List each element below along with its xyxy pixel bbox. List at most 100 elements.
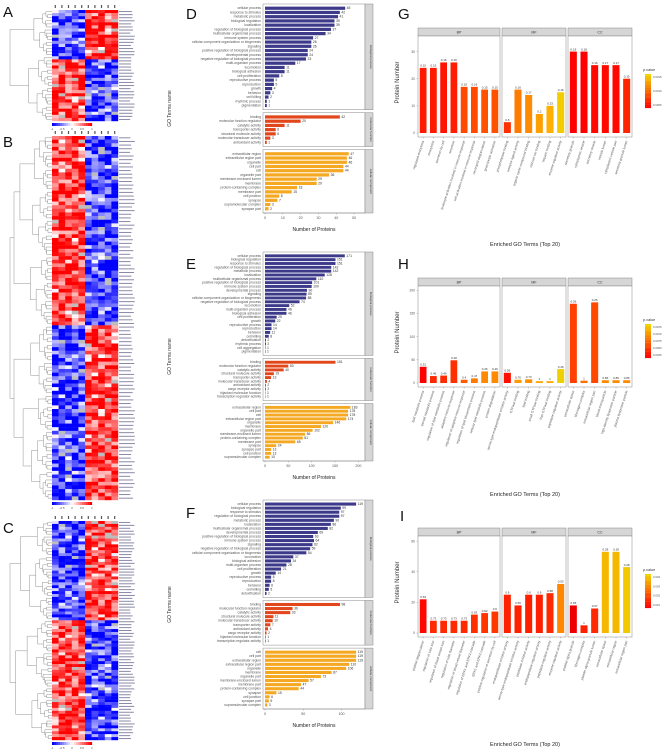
- colorbar-segment: [60, 502, 63, 505]
- heatmap-cell: [91, 252, 99, 257]
- heatmap-cell: [58, 591, 66, 595]
- heatmap-cells: [52, 136, 135, 501]
- bar: [265, 428, 313, 432]
- heatmap-cell: [98, 40, 105, 45]
- heatmap-cell: [111, 725, 119, 729]
- heatmap-cell: [52, 208, 59, 213]
- heatmap-cells: [52, 521, 135, 741]
- heatmap-cell: [71, 84, 79, 88]
- heatmap-cell: [78, 361, 86, 366]
- heatmap-cell: [85, 383, 92, 388]
- bar: [265, 327, 272, 331]
- heatmap-cell: [85, 310, 92, 315]
- x-tick-label: 0: [264, 464, 266, 468]
- heatmap-cell: [71, 416, 79, 421]
- heatmap-cell: [98, 230, 105, 235]
- bar: [623, 380, 631, 383]
- heatmap-cell: [52, 716, 59, 720]
- dendrogram-branch: [47, 522, 52, 526]
- heatmap-cell: [104, 623, 112, 627]
- legend-gradient-segment: [645, 354, 651, 357]
- heatmap-cell: [91, 564, 99, 568]
- heatmap-cell: [78, 669, 86, 674]
- heatmap-cell: [104, 263, 112, 268]
- heatmap-cell: [65, 13, 72, 17]
- heatmap-cell: [85, 62, 92, 66]
- heatmap-cell: [98, 10, 105, 14]
- bar-value-label: 0.6: [527, 590, 532, 594]
- heatmap-cell: [58, 438, 66, 442]
- heatmap-cell: [71, 43, 79, 48]
- heatmap-cell: [65, 532, 72, 536]
- heatmap-cell: [104, 678, 112, 682]
- facet-strip: [364, 3, 374, 110]
- panel-letter-i: I: [400, 508, 405, 525]
- value-label: 1: [268, 99, 270, 103]
- legend-gradient-segment: [645, 74, 651, 76]
- heatmap-cell: [104, 84, 112, 88]
- bar-value-label: 0.73: [526, 375, 532, 379]
- colorbar-segment: [76, 502, 79, 505]
- heatmap-cell: [78, 521, 86, 525]
- y-tick-label: 0: [413, 381, 415, 385]
- heatmap-cell: [85, 205, 92, 209]
- heatmap-cell: [111, 532, 119, 536]
- term-label: molecular transducer activity: [218, 379, 261, 383]
- heatmap-cell: [85, 292, 92, 297]
- heatmap-cell: [85, 553, 92, 557]
- term-label: cellular component organization or bioge…: [192, 551, 261, 555]
- heatmap-cell: [104, 96, 112, 100]
- heatmap-cell: [91, 68, 99, 72]
- colorbar-segment: [74, 742, 77, 745]
- heatmap-cell: [85, 558, 92, 563]
- bar: [557, 369, 565, 383]
- bar: [265, 156, 347, 160]
- heatmap-cell: [65, 722, 72, 726]
- heatmap-cell: [71, 216, 79, 220]
- bar: [265, 687, 299, 691]
- heatmap-cell: [91, 299, 99, 304]
- bar: [580, 51, 588, 134]
- heatmap-cell: [65, 602, 72, 606]
- bar: [265, 254, 345, 258]
- heatmap-cell: [78, 532, 86, 536]
- bar-value-label: 0.15: [482, 85, 488, 89]
- heatmap-cell: [78, 550, 86, 554]
- term-label: cell part: [249, 164, 261, 168]
- heatmap-cell: [111, 550, 119, 554]
- value-label: 23: [307, 57, 311, 61]
- colorbar-segment: [54, 742, 57, 745]
- heatmap-cell: [91, 456, 99, 461]
- bar: [265, 86, 273, 91]
- value-label: 29: [318, 177, 322, 181]
- heatmap-cell: [52, 614, 59, 618]
- heatmap-cell: [65, 19, 72, 23]
- heatmap-cell: [91, 687, 99, 691]
- heatmap-cell: [85, 535, 92, 539]
- heatmap-cell: [111, 227, 119, 231]
- value-label: 42: [341, 10, 345, 14]
- heatmap-cell: [78, 256, 86, 260]
- value-label: 99: [342, 506, 346, 510]
- term-label: antioxidant activity: [233, 627, 261, 631]
- heatmap-cell: [98, 470, 105, 475]
- heatmap-cell: [52, 687, 59, 691]
- heatmap-cell: [104, 90, 112, 94]
- heatmap-cell: [111, 263, 119, 268]
- value-label: 6: [271, 695, 273, 699]
- value-label: 50: [290, 364, 294, 368]
- heatmap-cell: [91, 684, 99, 688]
- facet-panel: [567, 535, 633, 638]
- heatmap-cell: [104, 146, 112, 151]
- bar: [470, 86, 478, 133]
- colorbar-segment: [58, 502, 61, 505]
- colorbar-segment: [78, 502, 81, 505]
- term-label: cellular process: [237, 6, 261, 10]
- heatmap-cell: [52, 438, 59, 442]
- x-tick-label: 0: [264, 712, 266, 716]
- heatmap-cell: [85, 216, 92, 220]
- facet-strip-label: molecular function: [369, 117, 373, 142]
- bar: [265, 547, 311, 551]
- heatmap-cell: [78, 696, 86, 700]
- dendrogram-branch: [22, 408, 39, 467]
